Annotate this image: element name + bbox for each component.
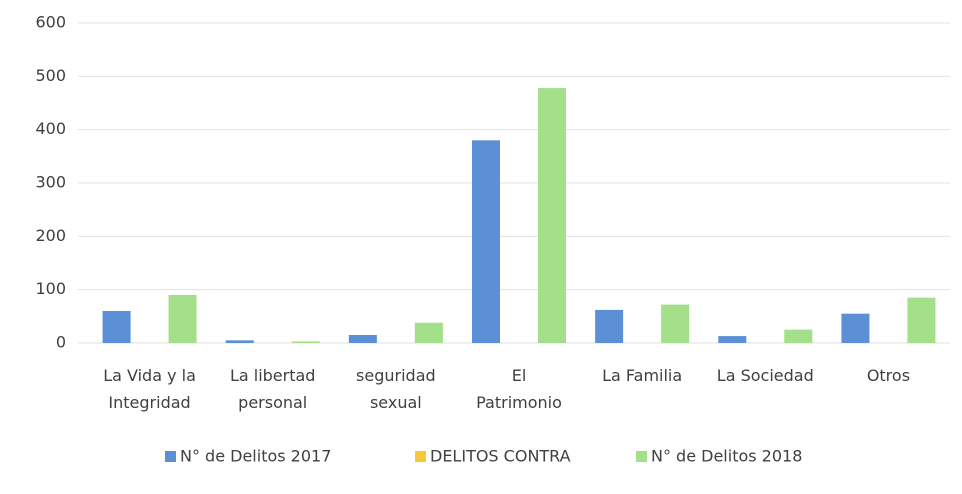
- x-tick-label: La Familia: [602, 366, 683, 385]
- x-tick-label: La libertad personal: [229, 366, 316, 412]
- legend-swatch: [415, 451, 426, 462]
- y-tick-label: 500: [35, 66, 66, 85]
- bar: [784, 329, 813, 343]
- legend-label: N° de Delitos 2018: [651, 447, 802, 466]
- bar: [595, 309, 624, 343]
- legend-label: N° de Delitos 2017: [180, 447, 331, 466]
- bar: [102, 311, 131, 343]
- y-tick-label: 100: [35, 279, 66, 298]
- bar: [168, 295, 197, 343]
- y-tick-label: 600: [35, 13, 66, 32]
- legend-swatch: [636, 451, 647, 462]
- y-tick-label: 400: [35, 119, 66, 138]
- bar: [225, 340, 254, 343]
- y-tick-label: 0: [56, 333, 66, 352]
- bar: [538, 88, 566, 343]
- x-tick-label: El Patrimonio: [476, 366, 562, 412]
- x-tick-label: seguridad sexual: [356, 366, 436, 412]
- x-tick-label: Otros: [866, 366, 911, 385]
- bar: [472, 140, 500, 343]
- y-tick-label: 200: [35, 226, 66, 245]
- x-tick-label: La Vida y la Integridad: [103, 366, 196, 412]
- x-tick-label: La Sociedad: [716, 366, 814, 385]
- bar: [907, 297, 936, 343]
- bar: [841, 313, 870, 343]
- y-tick-label: 300: [35, 173, 66, 192]
- bar: [718, 336, 747, 343]
- bar: [414, 322, 443, 343]
- bar: [661, 304, 690, 343]
- bar: [291, 341, 320, 343]
- legend-label: DELITOS CONTRA: [430, 447, 571, 466]
- legend-swatch: [165, 451, 176, 462]
- bar: [348, 335, 377, 343]
